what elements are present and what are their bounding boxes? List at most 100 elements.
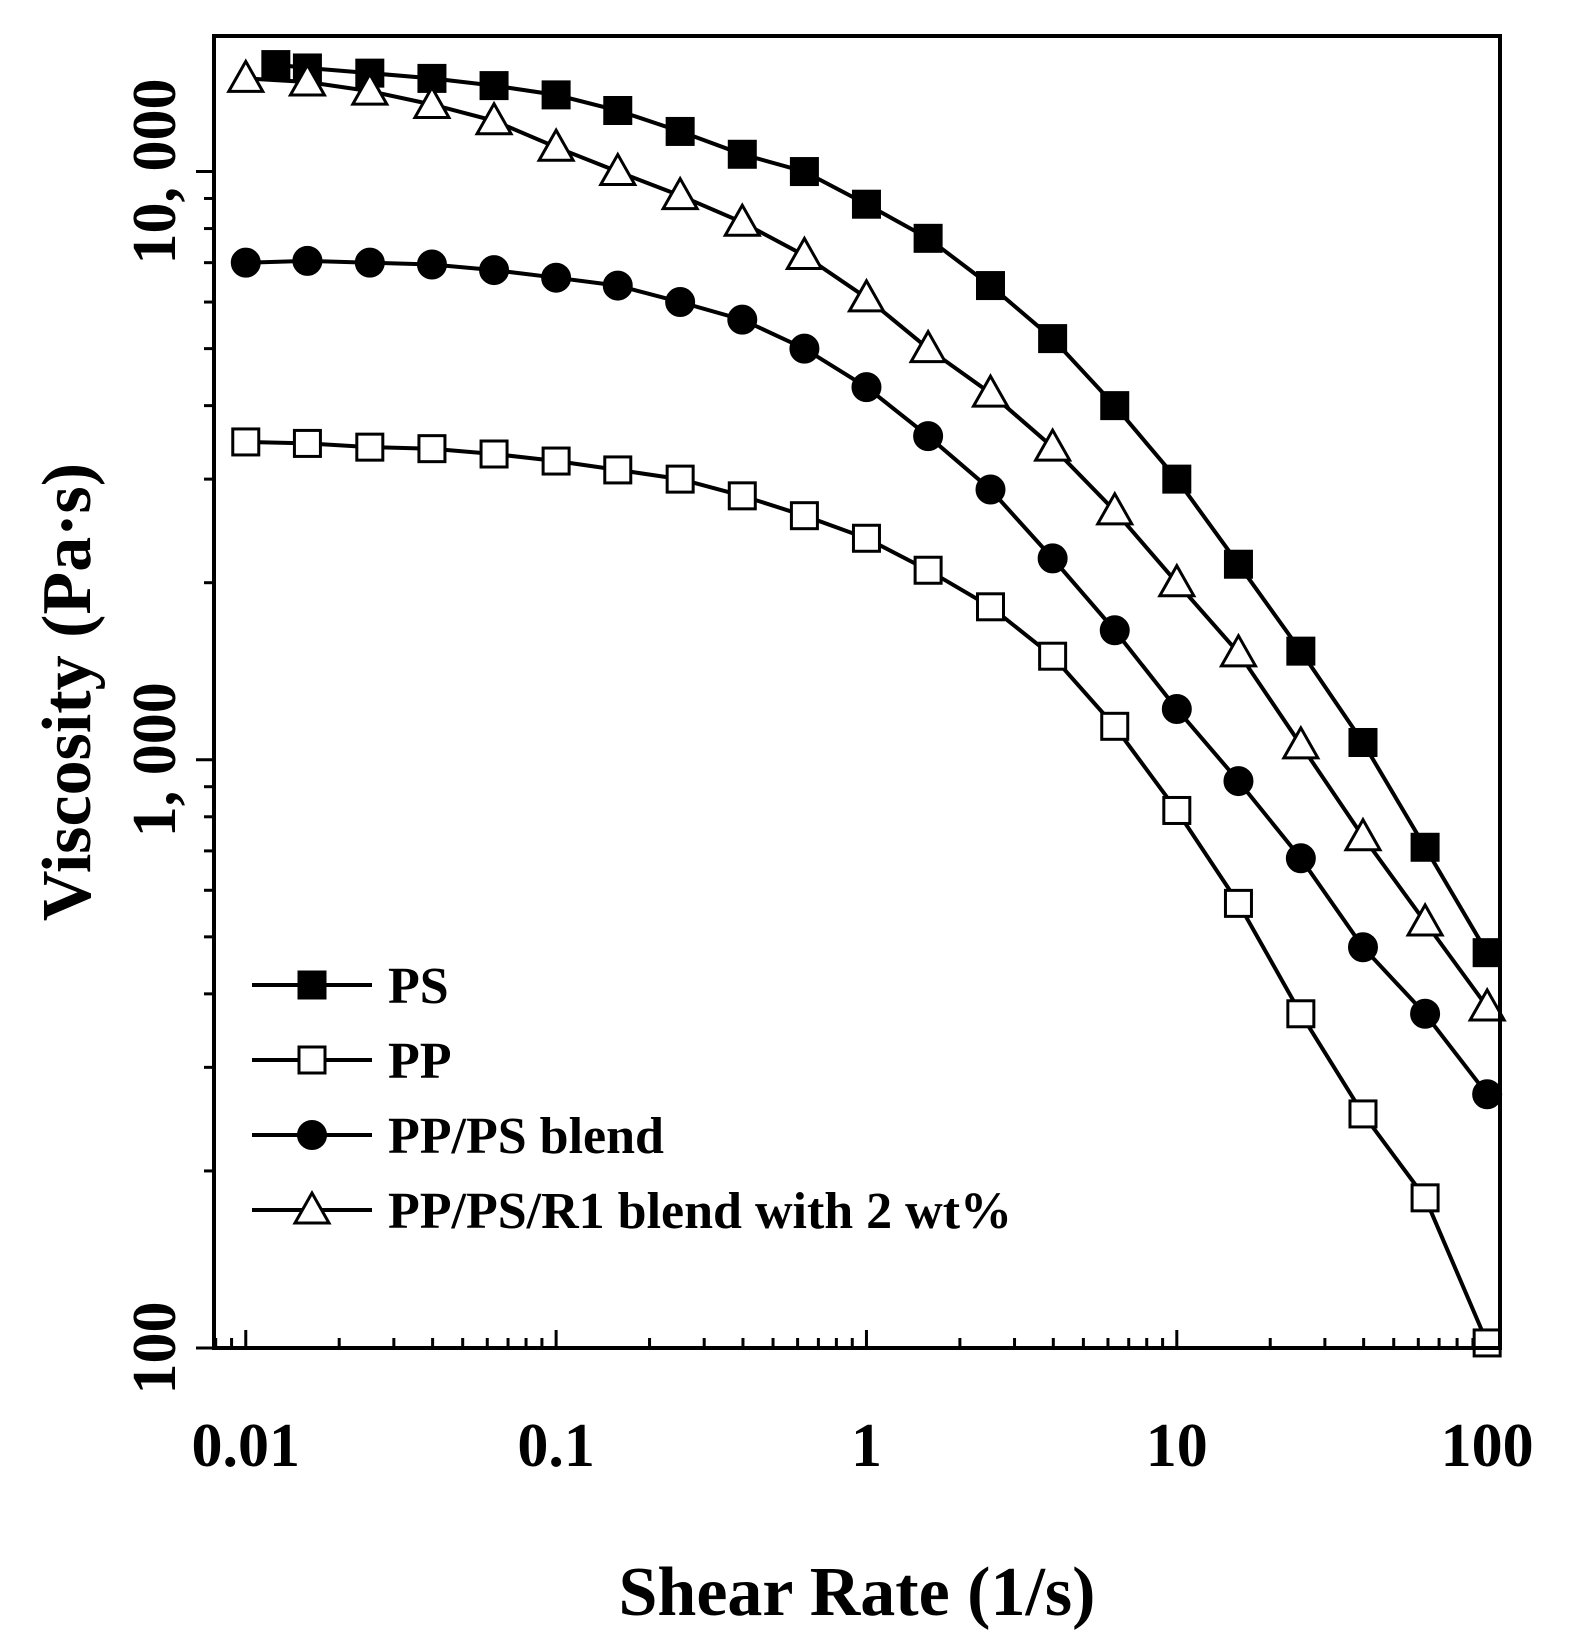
data-point — [851, 523, 881, 553]
data-point — [412, 84, 452, 120]
data-point — [1038, 641, 1068, 671]
data-point — [603, 455, 633, 485]
data-point — [1223, 766, 1254, 797]
legend-marker — [292, 1189, 332, 1225]
data-point — [355, 432, 385, 462]
data-point — [479, 255, 510, 286]
data-point — [541, 446, 571, 476]
data-point — [416, 249, 447, 280]
series-line — [275, 62, 1489, 954]
x-tick-label: 1 — [851, 1412, 882, 1480]
data-point — [1161, 693, 1192, 724]
series-layer — [226, 50, 1507, 1358]
x-tick-label: 0.01 — [192, 1412, 301, 1480]
data-point — [1162, 795, 1192, 825]
data-point — [1467, 986, 1507, 1022]
data-point — [292, 245, 323, 276]
legend-marker — [297, 970, 327, 1000]
data-point — [1038, 324, 1068, 354]
data-point — [784, 235, 824, 270]
data-point — [1286, 999, 1316, 1029]
data-point — [789, 501, 819, 531]
x-axis-title: Shear Rate (1/s) — [619, 1554, 1096, 1631]
data-point — [1348, 727, 1378, 757]
data-point — [1100, 391, 1130, 421]
data-point — [536, 127, 576, 162]
data-point — [292, 428, 322, 458]
series-2 — [231, 427, 1502, 1358]
data-point — [602, 270, 633, 301]
data-point — [1472, 938, 1502, 968]
data-point — [1095, 490, 1135, 526]
data-point — [665, 116, 695, 146]
data-point — [846, 277, 887, 313]
series-1 — [261, 50, 1502, 968]
data-point — [665, 287, 696, 318]
data-point — [975, 592, 1005, 622]
x-tick-label: 0.1 — [517, 1412, 595, 1480]
legend-label: PS — [388, 958, 449, 1015]
data-point — [1348, 1099, 1378, 1129]
data-point — [1472, 1079, 1503, 1110]
legend-label: PP/PS blend — [388, 1108, 664, 1165]
x-tick-label: 10 — [1146, 1412, 1208, 1480]
data-point — [908, 328, 948, 364]
data-point — [1218, 632, 1259, 668]
legend-item: PS — [252, 958, 449, 1015]
data-point — [287, 61, 327, 97]
y-tick-label: 10, 000 — [121, 79, 189, 265]
data-point — [230, 247, 261, 278]
data-point — [1405, 901, 1445, 937]
data-point — [913, 555, 943, 585]
data-point — [1099, 615, 1130, 646]
data-point — [789, 333, 820, 364]
data-point — [1223, 888, 1253, 918]
data-point — [226, 58, 266, 93]
data-point — [1410, 1183, 1440, 1213]
data-point — [1162, 464, 1192, 494]
data-point — [598, 151, 638, 187]
data-point — [1285, 843, 1316, 874]
legend-marker — [297, 1045, 327, 1075]
data-point — [970, 373, 1011, 408]
data-point — [851, 189, 881, 219]
data-point — [665, 464, 695, 494]
data-point — [479, 71, 509, 101]
series-3 — [230, 245, 1503, 1110]
legend-item: PP/PS blend — [252, 1108, 664, 1165]
data-point — [1343, 816, 1383, 852]
plot-frame — [212, 34, 1502, 1350]
data-point — [1223, 549, 1253, 579]
data-point — [1033, 427, 1073, 462]
data-point — [660, 175, 700, 211]
data-point — [1100, 711, 1130, 741]
x-tick-label: 100 — [1441, 1412, 1534, 1480]
legend-label: PP/PS/R1 blend with 2 wt% — [388, 1183, 1012, 1240]
ticks-layer: 0.01 0.1 1 10 100 100 1, 000 10, 000 — [121, 79, 1534, 1480]
data-point — [727, 304, 758, 335]
data-point — [1410, 998, 1441, 1029]
data-point — [1281, 724, 1321, 760]
data-point — [354, 247, 385, 278]
data-point — [727, 481, 757, 511]
data-point — [474, 100, 514, 136]
data-point — [789, 157, 819, 187]
data-point — [1037, 543, 1068, 574]
legend-item: PP/PS/R1 blend with 2 wt% — [252, 1183, 1012, 1240]
data-point — [727, 139, 757, 169]
data-point — [261, 50, 291, 80]
data-point — [231, 427, 261, 457]
data-point — [479, 439, 509, 469]
data-point — [913, 223, 943, 253]
y-tick-label: 100 — [121, 1302, 189, 1395]
data-point — [1157, 562, 1197, 598]
series-4 — [226, 58, 1507, 1022]
data-point — [1472, 1328, 1502, 1358]
data-point — [722, 202, 762, 237]
data-point — [541, 80, 571, 110]
data-point — [913, 421, 944, 452]
data-point — [1286, 636, 1316, 666]
y-tick-label: 1, 000 — [121, 682, 189, 837]
data-point — [603, 95, 633, 125]
